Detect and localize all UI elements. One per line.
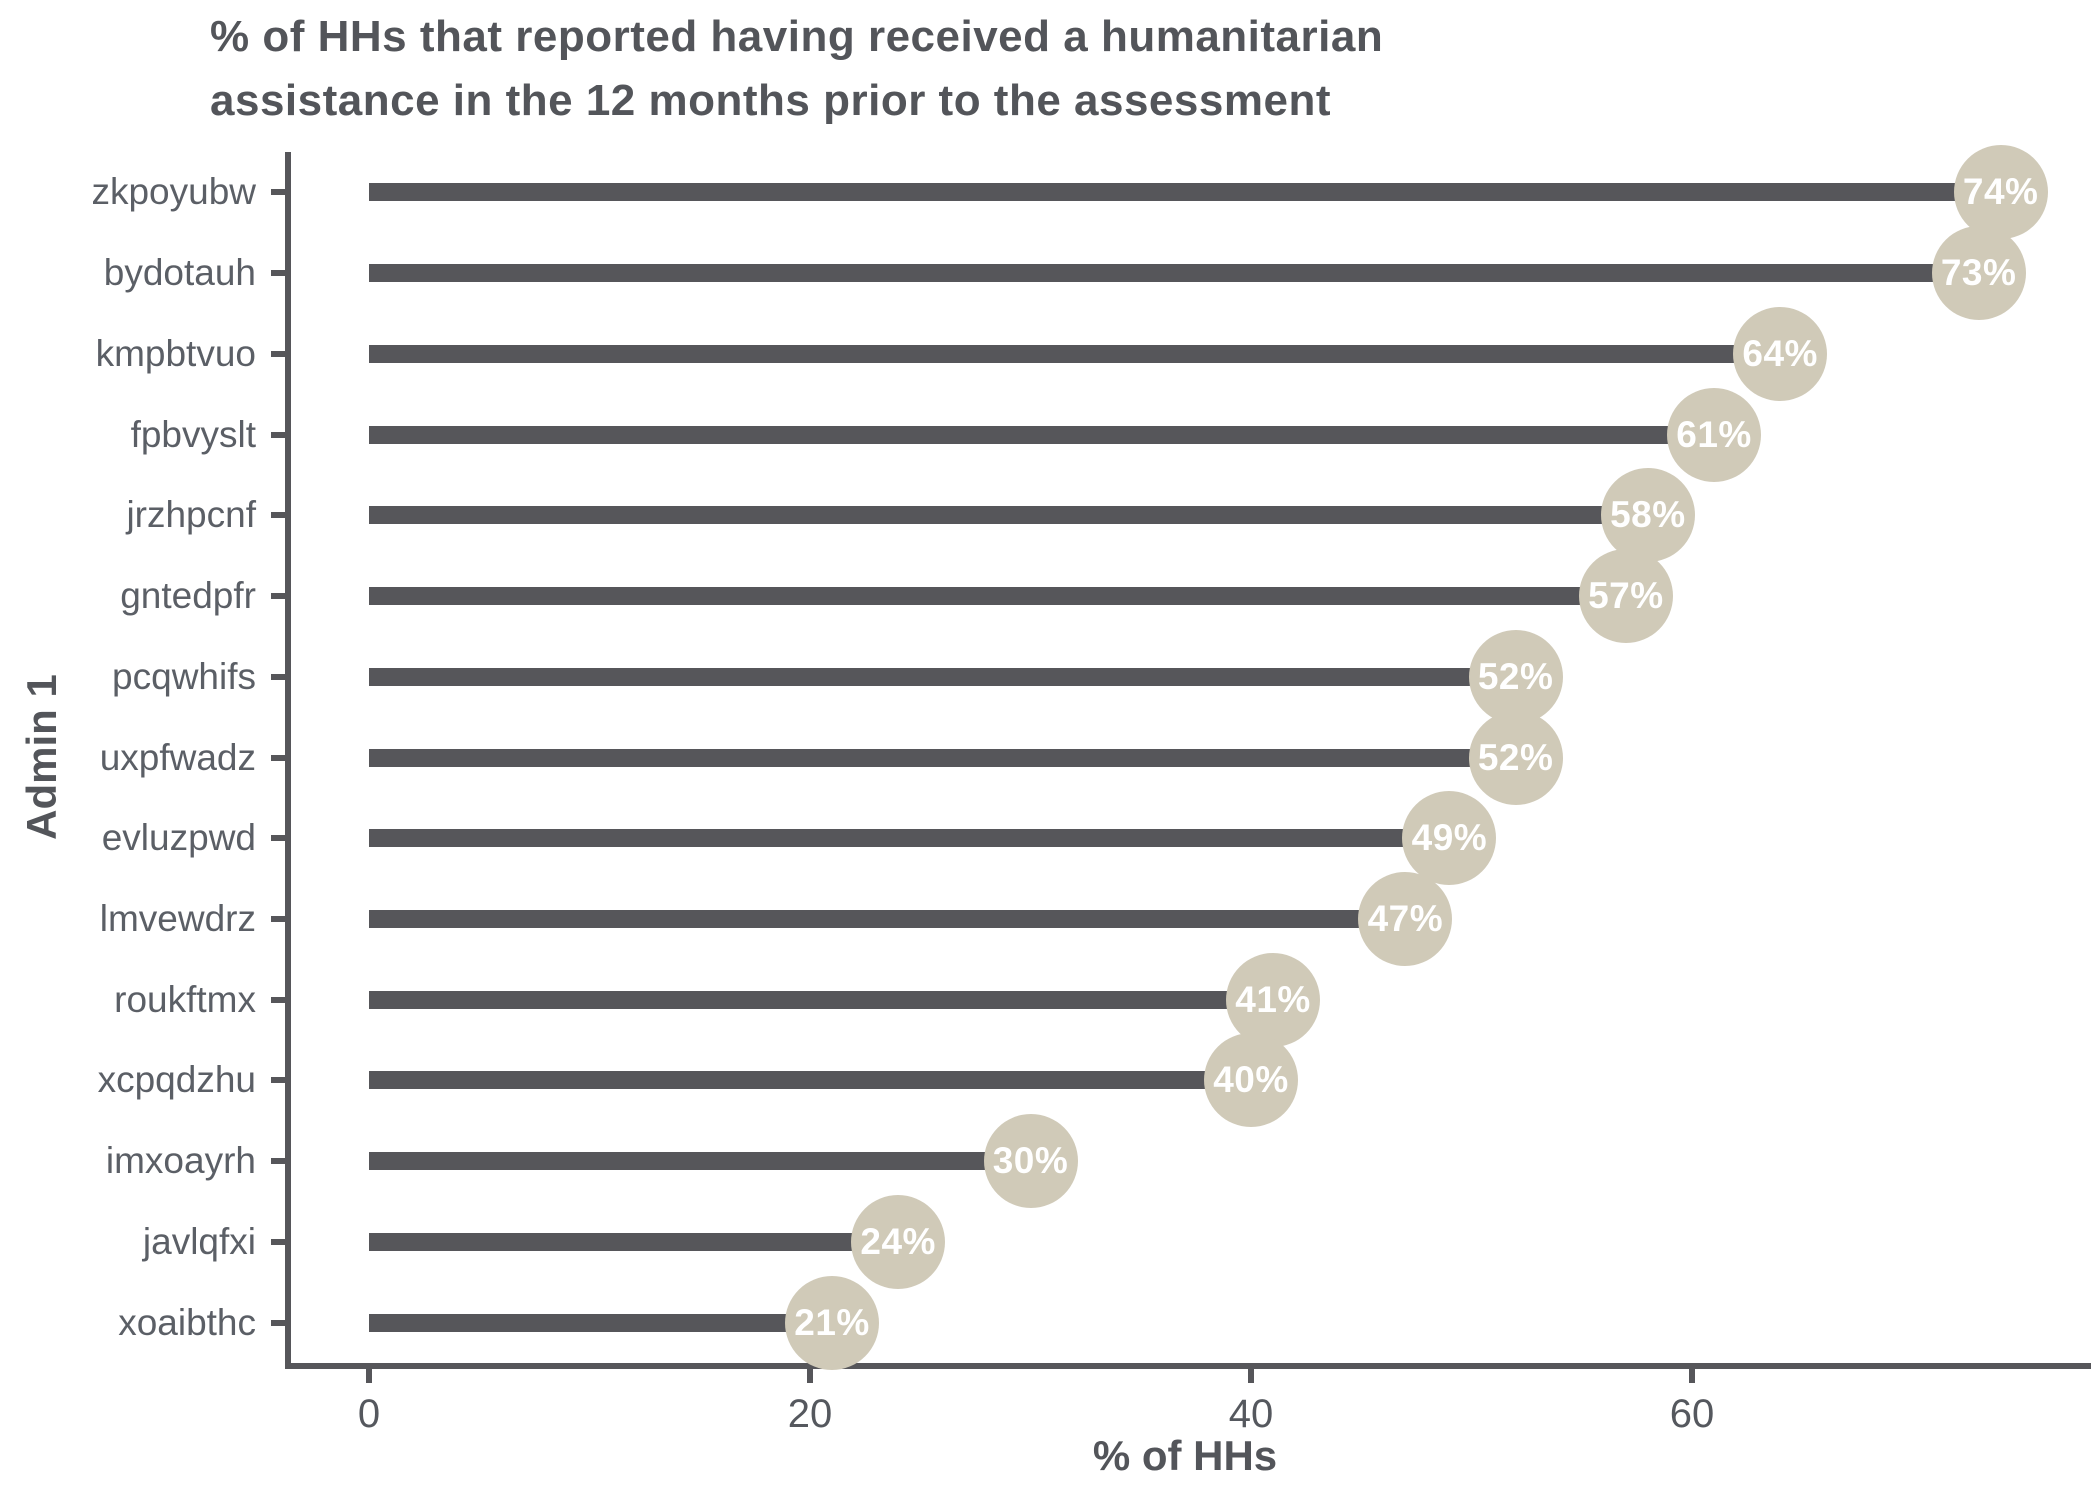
plot-panel: 74% 73% 64% 61% 58% 57% 52% 52% 49% 47% 41% 40% 30% 2…	[271, 145, 2091, 1436]
category-label: gntedpfr	[120, 575, 256, 617]
category-label: evluzpwd	[101, 817, 256, 859]
value-bubble: 21%	[785, 1275, 880, 1370]
category-label: xcpqdzhu	[97, 1059, 256, 1101]
x-axis-tick	[807, 1369, 813, 1383]
value-label: 74%	[1962, 171, 2039, 213]
y-axis-tick	[271, 915, 285, 922]
y-axis-tick	[271, 673, 285, 680]
y-axis-tick	[271, 835, 285, 842]
bar	[369, 506, 1648, 525]
category-label: javlqfxi	[142, 1220, 256, 1262]
category-label: fpbvyslt	[130, 413, 256, 455]
bar	[369, 829, 1450, 848]
y-axis-tick	[271, 1238, 285, 1245]
value-label: 64%	[1742, 332, 1818, 374]
bar	[369, 344, 1781, 363]
value-bubble: 49%	[1402, 791, 1497, 886]
x-axis-tick	[1248, 1369, 1254, 1383]
y-axis-tick	[271, 189, 285, 196]
category-label: xoaibthc	[118, 1301, 256, 1343]
y-axis-tick	[271, 512, 285, 519]
value-bubble: 47%	[1358, 871, 1453, 966]
bar	[369, 990, 1274, 1009]
value-label: 30%	[992, 1140, 1069, 1182]
value-label: 40%	[1213, 1059, 1289, 1101]
category-label: zkpoyubw	[91, 171, 256, 213]
category-label: roukftmx	[114, 978, 256, 1020]
value-bubble: 64%	[1733, 306, 1828, 401]
y-axis-tick	[271, 1158, 285, 1165]
bar	[369, 1232, 899, 1251]
value-label: 24%	[860, 1220, 936, 1262]
value-label: 49%	[1411, 817, 1488, 859]
x-axis-title: % of HHs	[1092, 1432, 1278, 1479]
value-bubble: 30%	[983, 1114, 1078, 1209]
y-axis-tick	[271, 996, 285, 1003]
value-bubble: 52%	[1468, 629, 1563, 724]
category-label: lmvewdrz	[99, 897, 256, 939]
value-bubble: 52%	[1468, 710, 1563, 805]
y-axis-tick	[271, 1319, 285, 1326]
x-axis-tick-label: 0	[357, 1392, 381, 1436]
bar	[369, 587, 1626, 606]
value-bubble: 40%	[1204, 1033, 1298, 1128]
value-label: 57%	[1588, 575, 1664, 617]
value-label: 21%	[794, 1301, 870, 1343]
value-label: 47%	[1367, 897, 1444, 939]
value-label: 73%	[1940, 252, 2017, 294]
chart-title-line-2: assistance in the 12 months prior to the…	[210, 76, 1331, 125]
category-label: uxpfwadz	[99, 736, 256, 778]
value-label: 61%	[1676, 413, 1752, 455]
bar	[369, 1071, 1251, 1090]
value-bubble: 73%	[1931, 226, 2026, 321]
category-label: jrzhpcnf	[126, 494, 256, 536]
bar	[369, 909, 1406, 928]
chart-title-line-1: % of HHs that reported having received a…	[210, 12, 1384, 61]
value-label: 52%	[1477, 736, 1554, 778]
y-axis-tick	[271, 350, 285, 357]
x-axis-tick-label: 40	[1228, 1392, 1274, 1436]
bar	[369, 667, 1516, 686]
x-axis-tick-label: 60	[1669, 1392, 1715, 1436]
bar	[369, 425, 1715, 444]
y-axis-tick	[271, 431, 285, 438]
value-label: 52%	[1477, 655, 1554, 697]
bar	[369, 1313, 833, 1332]
y-axis-tick	[271, 754, 285, 761]
value-bubble: 24%	[851, 1194, 946, 1289]
category-label: pcqwhifs	[112, 655, 256, 697]
value-bubble: 41%	[1226, 952, 1321, 1047]
value-label: 58%	[1610, 494, 1686, 536]
category-label: imxoayrh	[105, 1140, 256, 1182]
category-label: kmpbtvuo	[95, 332, 256, 374]
x-axis-tick-label: 20	[787, 1392, 833, 1436]
value-bubble: 61%	[1667, 387, 1762, 482]
x-axis-tick	[1689, 1369, 1695, 1383]
value-label: 41%	[1235, 978, 1311, 1020]
value-bubble: 57%	[1578, 549, 1673, 644]
y-axis-tick	[271, 270, 285, 277]
x-axis-tick	[366, 1369, 372, 1383]
bar	[369, 264, 1979, 283]
bar	[369, 1152, 1031, 1171]
bar	[369, 183, 2001, 202]
y-axis-tick	[271, 1077, 285, 1084]
category-label: bydotauh	[103, 252, 256, 294]
bar	[369, 748, 1516, 767]
value-bubble: 74%	[1953, 145, 2048, 240]
value-bubble: 58%	[1600, 468, 1695, 563]
y-axis-tick	[271, 593, 285, 600]
